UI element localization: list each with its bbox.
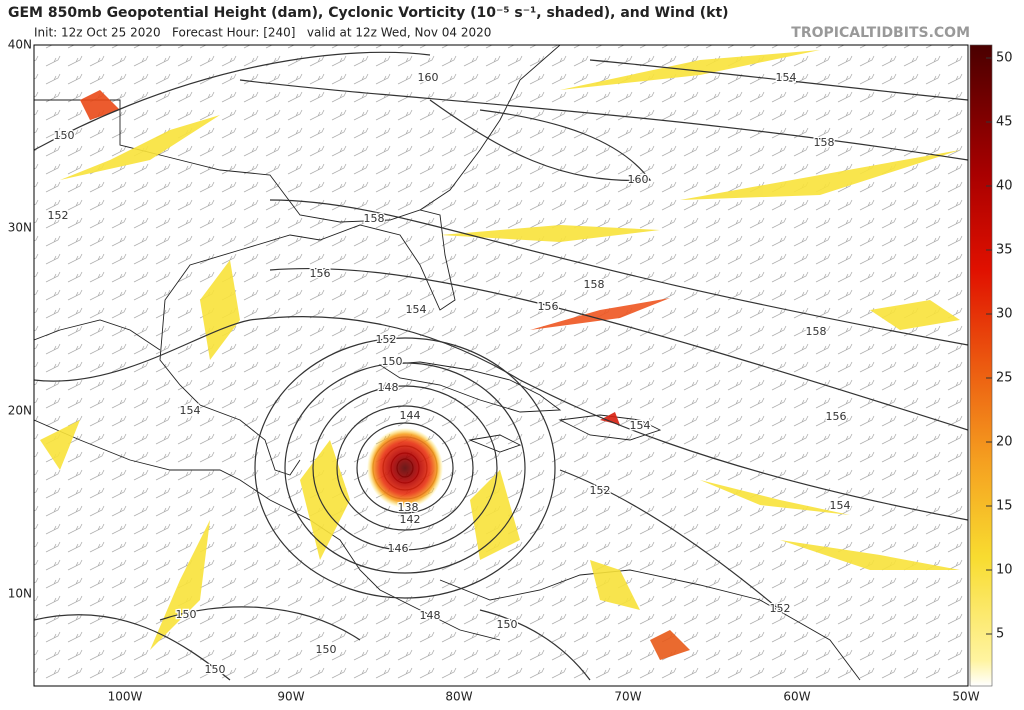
colorbar-label: 40 — [996, 179, 1013, 194]
contour-label: 154 — [406, 303, 427, 316]
contour-label: 158 — [814, 136, 835, 149]
colorbar-label: 50 — [996, 51, 1013, 66]
contour-label: 150 — [316, 643, 337, 656]
lon-label: 80W — [445, 690, 472, 704]
contour-label: 154 — [830, 499, 851, 512]
contour-label: 154 — [630, 419, 651, 432]
contour-label: 150 — [176, 608, 197, 621]
colorbar-label: 5 — [996, 627, 1004, 642]
lat-label: 20N — [8, 404, 32, 418]
colorbar-label: 15 — [996, 499, 1013, 514]
contour-label: 154 — [776, 71, 797, 84]
lat-label: 10N — [8, 587, 32, 601]
contour-label: 148 — [378, 381, 399, 394]
lat-label: 40N — [8, 38, 32, 52]
contour-label: 160 — [628, 173, 649, 186]
colorbar — [969, 44, 993, 687]
lon-label: 90W — [277, 690, 304, 704]
lat-label: 30N — [8, 221, 32, 235]
contour-label: 150 — [382, 355, 403, 368]
colorbar-label: 25 — [996, 371, 1013, 386]
title: GEM 850mb Geopotential Height (dam), Cyc… — [8, 5, 729, 21]
lon-label: 50W — [952, 690, 979, 704]
colorbar-label: 45 — [996, 115, 1013, 130]
subtitle: Init: 12z Oct 25 2020 Forecast Hour: [24… — [34, 26, 491, 40]
colorbar-label: 35 — [996, 243, 1013, 258]
contour-label: 152 — [770, 602, 791, 615]
map: 160 154 150 158 160 152 158 156 158 154 156 152 158 1… — [34, 45, 968, 686]
contour-label: 152 — [48, 209, 69, 222]
contour-label: 146 — [388, 542, 409, 555]
colorbar-label: 10 — [996, 563, 1013, 578]
contour-label: 150 — [54, 129, 75, 142]
source: TROPICALTIDBITS.COM — [791, 25, 970, 41]
contour-label: 156 — [538, 300, 559, 313]
contour-label: 158 — [364, 212, 385, 225]
contour-label: 152 — [590, 484, 611, 497]
colorbar-label: 20 — [996, 435, 1013, 450]
contour-label: 154 — [180, 404, 201, 417]
lon-label: 60W — [783, 690, 810, 704]
contour-label: 156 — [826, 410, 847, 423]
contour-label: 144 — [400, 409, 421, 422]
contour-label: 152 — [376, 333, 397, 346]
contour-label: 142 — [400, 513, 421, 526]
contour-label: 158 — [806, 325, 827, 338]
lon-label: 70W — [614, 690, 641, 704]
lon-label: 100W — [108, 690, 143, 704]
contour-label: 150 — [205, 663, 226, 676]
contour-label: 156 — [310, 267, 331, 280]
colorbar-label: 30 — [996, 307, 1013, 322]
contour-label: 150 — [497, 618, 518, 631]
contour-label: 158 — [584, 278, 605, 291]
contour-label: 138 — [398, 501, 419, 514]
contour-label: 148 — [420, 609, 441, 622]
contour-label: 160 — [418, 71, 439, 84]
